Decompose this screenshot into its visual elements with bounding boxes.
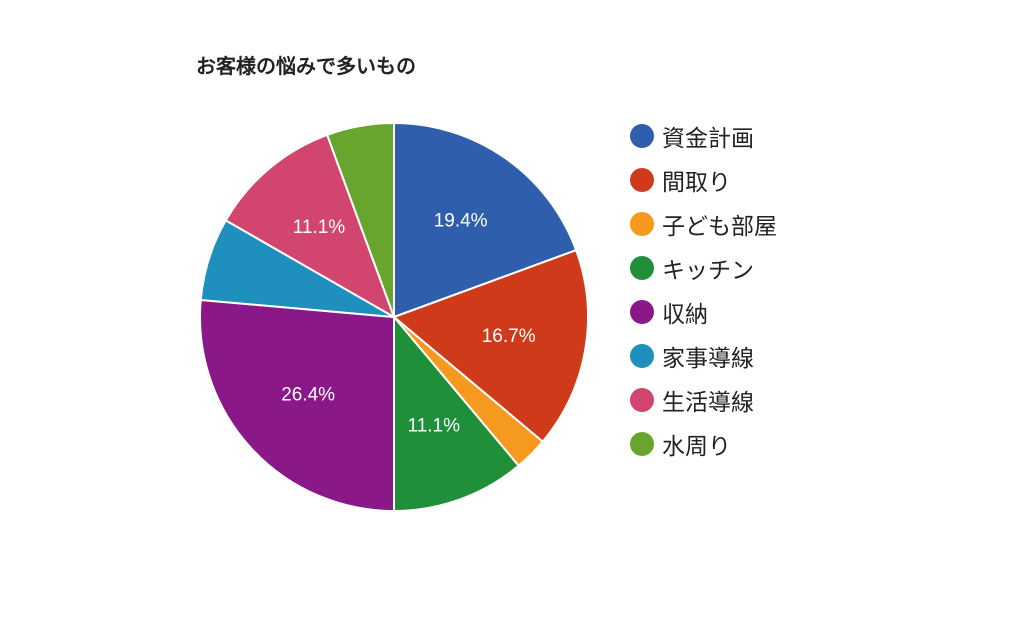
legend-item-7: 水周り [630, 422, 777, 466]
legend-swatch-7 [630, 432, 654, 456]
slice-label-6: 11.1% [293, 217, 346, 238]
pie-slice-4 [199, 298, 395, 513]
pie-slice-6 [224, 133, 396, 320]
legend-item-5: 家事導線 [630, 334, 777, 378]
chart-legend: 資金計画間取り子ども部屋キッチン収納家事導線生活導線水周り [630, 114, 777, 466]
legend-swatch-4 [630, 300, 654, 324]
legend-item-6: 生活導線 [630, 378, 777, 422]
pie-slice-1 [392, 248, 589, 444]
legend-swatch-5 [630, 344, 654, 368]
legend-label-4: 収納 [662, 302, 708, 328]
legend-swatch-3 [630, 256, 654, 280]
pie-slice-3 [393, 314, 521, 513]
slice-label-3: 11.1% [408, 415, 461, 436]
slice-label-4: 26.4% [281, 385, 335, 406]
legend-label-6: 生活導線 [662, 390, 754, 416]
legend-swatch-0 [630, 124, 654, 148]
pie-slice-7 [325, 121, 395, 318]
chart-title: お客様の悩みで多いもの [196, 54, 416, 78]
legend-label-1: 間取り [662, 170, 731, 196]
legend-item-3: キッチン [630, 246, 777, 290]
legend-label-0: 資金計画 [662, 126, 754, 152]
slice-label-0: 19.4% [434, 211, 488, 232]
legend-item-2: 子ども部屋 [630, 202, 777, 246]
legend-swatch-6 [630, 388, 654, 412]
legend-label-5: 家事導線 [662, 346, 754, 372]
legend-item-0: 資金計画 [630, 114, 777, 158]
legend-label-7: 水周り [662, 434, 731, 460]
legend-label-2: 子ども部屋 [662, 214, 777, 240]
legend-label-3: キッチン [662, 258, 754, 284]
pie-slice-0 [393, 121, 578, 319]
legend-item-4: 収納 [630, 290, 777, 334]
legend-swatch-2 [630, 212, 654, 236]
legend-item-1: 間取り [630, 158, 777, 202]
legend-swatch-1 [630, 168, 654, 192]
slice-label-1: 16.7% [482, 326, 536, 347]
